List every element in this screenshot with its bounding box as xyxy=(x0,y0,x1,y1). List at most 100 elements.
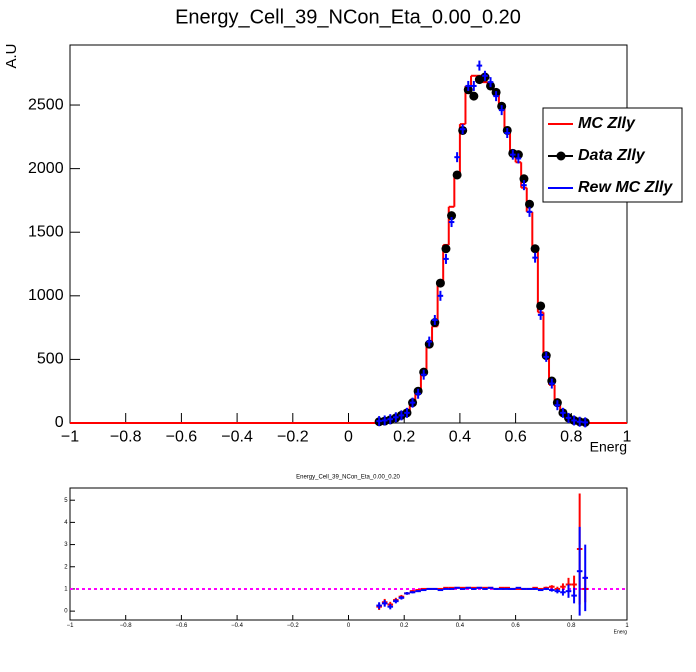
x-tick-label: −0.4 xyxy=(221,429,253,446)
cross-marker xyxy=(376,416,382,427)
cross-marker xyxy=(381,415,388,426)
x-tick-label: 0.8 xyxy=(560,429,582,446)
y-tick-label: 5 xyxy=(64,498,68,504)
cross-marker xyxy=(476,60,483,71)
x-tick-label: −0.4 xyxy=(231,623,244,629)
ratio-point xyxy=(498,587,505,590)
x-tick-label: 0.6 xyxy=(511,623,520,629)
cross-marker xyxy=(482,70,488,81)
x-tick-label: −1 xyxy=(67,623,75,629)
y-tick-label: 1500 xyxy=(28,223,64,240)
ratio-point xyxy=(493,587,499,590)
cross-marker xyxy=(415,388,421,399)
y-tick-label: 2000 xyxy=(28,160,64,177)
ratio-point xyxy=(454,586,460,589)
y-tick-label: 1 xyxy=(64,587,68,593)
data-point xyxy=(536,301,546,311)
x-tick-label: 0.4 xyxy=(456,623,465,629)
ratio-point xyxy=(560,588,566,596)
cross-marker xyxy=(549,378,555,389)
cross-marker xyxy=(443,253,449,264)
y-tick-label: 4 xyxy=(64,520,68,526)
ratio-point xyxy=(549,585,555,589)
x-tick-label: 1 xyxy=(625,623,629,629)
ratio-point xyxy=(565,584,572,598)
legend-label: Data Zlly xyxy=(578,147,646,164)
ratio-point xyxy=(409,591,416,594)
ratio-point xyxy=(381,600,388,607)
ratio-point xyxy=(504,587,511,590)
x-tick-label: 0 xyxy=(347,623,351,629)
data-point xyxy=(441,244,451,254)
cross-marker xyxy=(515,153,522,164)
legend-marker xyxy=(556,151,566,161)
y-tick-label: 0 xyxy=(64,609,68,615)
data-point xyxy=(530,244,540,254)
cross-marker xyxy=(387,414,394,425)
cross-marker xyxy=(420,369,427,380)
cross-marker xyxy=(521,180,527,191)
cross-marker xyxy=(409,397,416,408)
ratio-point xyxy=(426,587,433,590)
y-tick-label: 3 xyxy=(64,542,68,548)
data-point xyxy=(525,199,535,209)
ratio-point xyxy=(415,590,421,593)
ratio-point xyxy=(549,588,555,592)
ratio-point xyxy=(465,586,472,589)
ratio-point xyxy=(554,588,561,594)
y-tick-label: 2 xyxy=(64,564,68,570)
x-tick-label: 0.4 xyxy=(449,429,471,446)
cross-marker xyxy=(426,336,433,347)
x-tick-label: −0.6 xyxy=(166,429,198,446)
cross-marker xyxy=(565,412,572,423)
cross-marker xyxy=(393,412,399,423)
cross-marker xyxy=(554,400,561,411)
data-point xyxy=(519,174,529,184)
cross-marker xyxy=(487,77,494,88)
legend-label: Rew MC Zlly xyxy=(578,179,673,196)
ratio-title: Energy_Cell_39_NCon_Eta_0.00_0.20 xyxy=(296,475,400,481)
y-tick-label: 0 xyxy=(55,414,64,431)
ratio-point xyxy=(437,589,444,592)
y-tick-label: 500 xyxy=(37,351,64,368)
cross-marker xyxy=(571,415,577,426)
cross-marker xyxy=(560,407,566,418)
data-point xyxy=(435,278,445,288)
data-point xyxy=(447,211,457,221)
cross-marker xyxy=(582,417,589,428)
cross-marker xyxy=(537,309,544,320)
ratio-point xyxy=(471,587,477,590)
ratio-point xyxy=(443,587,449,590)
cross-marker xyxy=(432,314,438,325)
ratio-point xyxy=(487,586,494,589)
x-tick-label: −1 xyxy=(61,429,79,446)
ratio-point xyxy=(420,589,427,592)
x-tick-label: −0.2 xyxy=(287,623,300,629)
ratio-point xyxy=(448,587,455,590)
cross-marker xyxy=(459,124,466,135)
cross-marker xyxy=(471,80,477,91)
ratio-point xyxy=(459,587,466,590)
ratio-point xyxy=(376,602,382,609)
ratio-point xyxy=(576,526,583,616)
ratio-point xyxy=(543,587,550,591)
ratio-point xyxy=(387,604,394,610)
ratio-point xyxy=(521,587,527,590)
x-tick-label: 0 xyxy=(344,429,353,446)
cross-marker xyxy=(493,91,499,102)
cross-marker xyxy=(526,206,533,217)
ratio-point xyxy=(476,586,483,589)
x-tick-label: 0.2 xyxy=(393,429,415,446)
ratio-point xyxy=(571,587,577,604)
x-tick-label: 0.8 xyxy=(567,623,576,629)
chart-title: Energy_Cell_39_NCon_Eta_0.00_0.20 xyxy=(175,6,521,28)
ratio-point xyxy=(398,596,405,600)
x-axis-label: Energ xyxy=(590,439,627,455)
ratio-point xyxy=(532,587,538,590)
legend-label: MC Zlly xyxy=(578,115,636,132)
cross-marker xyxy=(498,105,505,116)
ratio-point xyxy=(482,587,488,590)
data-point xyxy=(452,170,462,180)
x-tick-label: −0.8 xyxy=(120,623,133,629)
